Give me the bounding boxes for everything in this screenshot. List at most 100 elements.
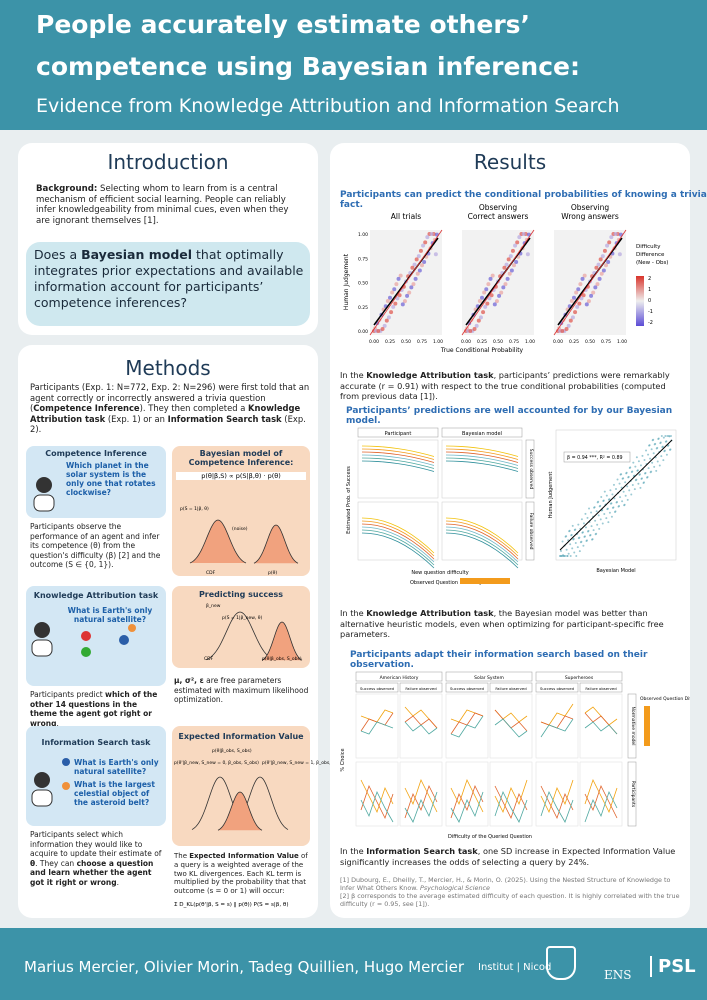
footer-band bbox=[0, 928, 707, 1000]
x-tick-label: 0.25 bbox=[569, 339, 579, 345]
point-decor bbox=[641, 454, 644, 457]
element: In the Knowledge Attribution task, the B… bbox=[340, 608, 680, 640]
point-decor bbox=[559, 555, 562, 557]
header-band bbox=[0, 0, 707, 130]
facet-label: Success observed bbox=[450, 686, 485, 691]
text: θ bbox=[30, 858, 36, 868]
line-decor bbox=[494, 779, 528, 814]
formula: Σ D_KL(p(θ'|β, S = s) ‖ p(θ)) P(S = s|β,… bbox=[174, 902, 289, 908]
point-decor bbox=[598, 257, 603, 262]
point-decor bbox=[380, 327, 385, 332]
text: , the Bayesian model was better than alt… bbox=[340, 608, 664, 639]
text: μ, σ², ε bbox=[174, 676, 204, 685]
point-decor bbox=[622, 490, 625, 493]
point-decor bbox=[413, 276, 418, 281]
point-decor bbox=[616, 478, 619, 481]
logo: ENS bbox=[604, 968, 632, 982]
point-decor bbox=[505, 276, 510, 281]
x-label: Bayesian Model bbox=[596, 568, 635, 574]
point-decor bbox=[507, 271, 512, 276]
cross-icon bbox=[81, 631, 91, 641]
x-tick-label: 0.75 bbox=[417, 339, 427, 345]
y-label: Estimated Prob. of Success bbox=[346, 466, 352, 534]
point-decor bbox=[645, 449, 648, 452]
text: Psychological Science bbox=[419, 884, 490, 892]
line-decor bbox=[361, 460, 435, 472]
legend-title: (New - Obs) bbox=[636, 260, 668, 266]
text: Knowledge Attribution task bbox=[366, 370, 494, 380]
curve-label: p(θ'|β_new, S_new = 1, β_obs, S_obs) bbox=[262, 760, 330, 766]
point-decor bbox=[396, 276, 401, 281]
x-label: New question difficulty bbox=[411, 570, 468, 576]
point-decor bbox=[652, 438, 655, 441]
curve bbox=[205, 611, 275, 661]
line-decor bbox=[360, 721, 394, 735]
legend-bar bbox=[644, 706, 650, 746]
line-decor bbox=[450, 784, 484, 819]
point-decor bbox=[494, 299, 499, 304]
line-decor bbox=[445, 523, 519, 560]
point-decor bbox=[662, 459, 665, 462]
facet-label: Superheroes bbox=[565, 675, 594, 681]
point-decor bbox=[612, 483, 615, 486]
point-decor bbox=[561, 555, 564, 557]
point-decor bbox=[422, 260, 427, 265]
point-decor bbox=[582, 522, 585, 525]
text: Predicting success bbox=[198, 590, 284, 599]
point-decor bbox=[384, 318, 389, 323]
curve-label: β_new bbox=[206, 603, 221, 609]
legend-tick: 0 bbox=[648, 298, 651, 304]
text: In the bbox=[340, 370, 367, 380]
point-decor bbox=[481, 310, 486, 315]
point-decor bbox=[639, 464, 642, 467]
point-decor bbox=[468, 329, 473, 333]
point-decor bbox=[564, 327, 569, 332]
line-decor bbox=[450, 715, 484, 738]
facet-label: Failure observed bbox=[495, 686, 527, 691]
legend-bar bbox=[636, 276, 644, 326]
point-decor bbox=[638, 473, 641, 476]
element: The Expected Information Value of a quer… bbox=[174, 852, 310, 896]
point-decor bbox=[476, 318, 481, 323]
line-decor bbox=[445, 460, 519, 472]
point-decor bbox=[656, 446, 659, 449]
point-decor bbox=[576, 546, 579, 549]
x-tick-label: 0.75 bbox=[601, 339, 611, 345]
point-decor bbox=[634, 465, 637, 468]
point-decor bbox=[420, 263, 424, 268]
line-decor bbox=[360, 790, 394, 823]
point-decor bbox=[659, 441, 662, 444]
x-tick-label: 0.50 bbox=[401, 339, 411, 345]
point-decor bbox=[595, 510, 598, 513]
bubble-icon bbox=[62, 758, 70, 766]
point-decor bbox=[517, 235, 522, 240]
point-decor bbox=[561, 540, 564, 543]
text: Expected Information Value bbox=[189, 852, 299, 860]
facet-strip bbox=[489, 682, 533, 693]
row-label: Participants bbox=[630, 781, 636, 808]
legend-title: Difficulty bbox=[636, 244, 661, 250]
point-decor bbox=[599, 504, 602, 507]
point-decor bbox=[392, 287, 397, 292]
line-decor bbox=[445, 451, 519, 463]
point-decor bbox=[647, 467, 650, 470]
line-decor bbox=[361, 517, 435, 554]
point-decor bbox=[569, 298, 574, 303]
x-tick-label: 0.25 bbox=[385, 339, 395, 345]
point-decor bbox=[656, 460, 659, 463]
text: Selecting whom to learn from is a centra… bbox=[36, 184, 289, 226]
logo: PSL bbox=[650, 956, 696, 977]
point-decor bbox=[617, 252, 622, 257]
text: Nicod bbox=[523, 962, 552, 973]
x-tick-label: 0.00 bbox=[369, 339, 379, 345]
y-tick-label: 0.75 bbox=[358, 256, 368, 262]
point-decor bbox=[483, 304, 488, 309]
line-decor bbox=[445, 448, 519, 460]
line-decor bbox=[361, 445, 435, 457]
point-decor bbox=[497, 293, 502, 298]
point-decor bbox=[598, 527, 601, 530]
point-decor bbox=[484, 287, 489, 292]
point-decor bbox=[582, 273, 587, 278]
point-decor bbox=[503, 282, 508, 287]
